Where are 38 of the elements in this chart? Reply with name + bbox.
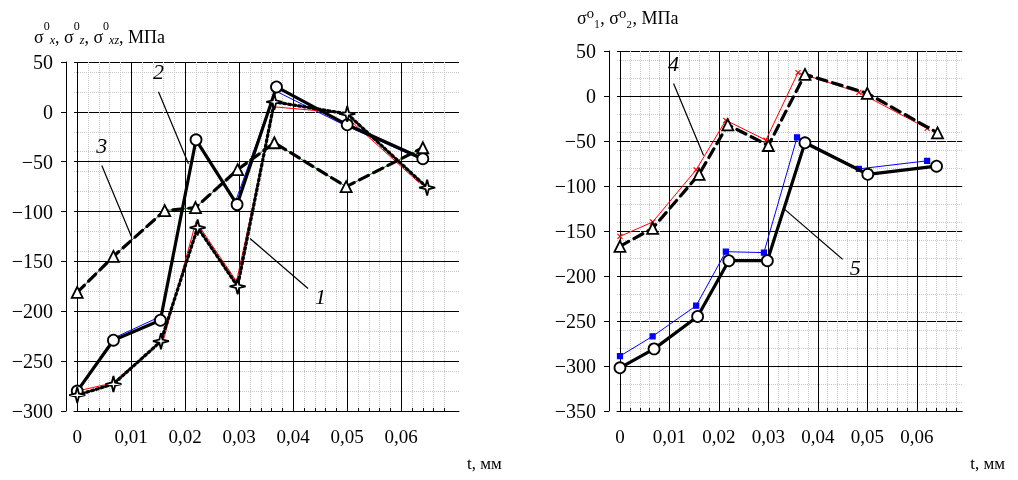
x-tick-label: 0,05 (330, 426, 364, 447)
y-tick-label: −50 (564, 130, 596, 152)
y-tick-label: −250 (11, 350, 53, 373)
y-tick-label: −300 (11, 400, 53, 422)
y-tick-label: −150 (11, 250, 53, 273)
x-tick-label: 0,06 (384, 426, 418, 447)
x-tick-label: 0,05 (850, 426, 884, 447)
x-tick-label: 0,03 (222, 426, 256, 447)
y-tick-label: 50 (33, 51, 53, 73)
y-tick-label: −200 (11, 300, 53, 323)
y-tick-label: 50 (576, 40, 596, 62)
y-axis-title: σ⁰₁, σ⁰₂, МПа (577, 8, 679, 28)
x-tick-label: 0,04 (276, 426, 311, 447)
annotation: 1 (315, 283, 327, 309)
x-tick-label: 0 (615, 426, 625, 447)
annotation: 2 (152, 59, 164, 85)
y-tick-label: 0 (43, 100, 53, 123)
y-tick-label: −100 (11, 200, 53, 223)
x-tick-label: 0,02 (168, 426, 202, 447)
y-tick-label: −100 (554, 175, 596, 197)
y-tick-label: −350 (554, 400, 596, 422)
y-tick-label: −300 (554, 355, 596, 377)
annotation: 5 (849, 254, 861, 280)
x-tick-label: 0,04 (801, 426, 835, 447)
x-tick-label: 0,06 (900, 426, 934, 447)
x-tick-label: 0,01 (652, 426, 687, 447)
x-tick-label: 0,02 (702, 426, 736, 447)
x-axis-title: t, мм (970, 454, 1006, 473)
y-tick-label: −250 (554, 310, 596, 332)
y-tick-label: −50 (21, 150, 53, 173)
y-tick-label: −150 (554, 220, 596, 242)
y-tick-label: 0 (586, 85, 596, 107)
x-axis-title: t, мм (467, 454, 502, 473)
y-tick-label: −200 (554, 265, 596, 287)
x-tick-label: 0,01 (114, 426, 148, 447)
x-tick-label: 0,03 (751, 426, 785, 447)
annotation: 3 (95, 133, 108, 158)
x-tick-label: 0 (72, 426, 82, 447)
